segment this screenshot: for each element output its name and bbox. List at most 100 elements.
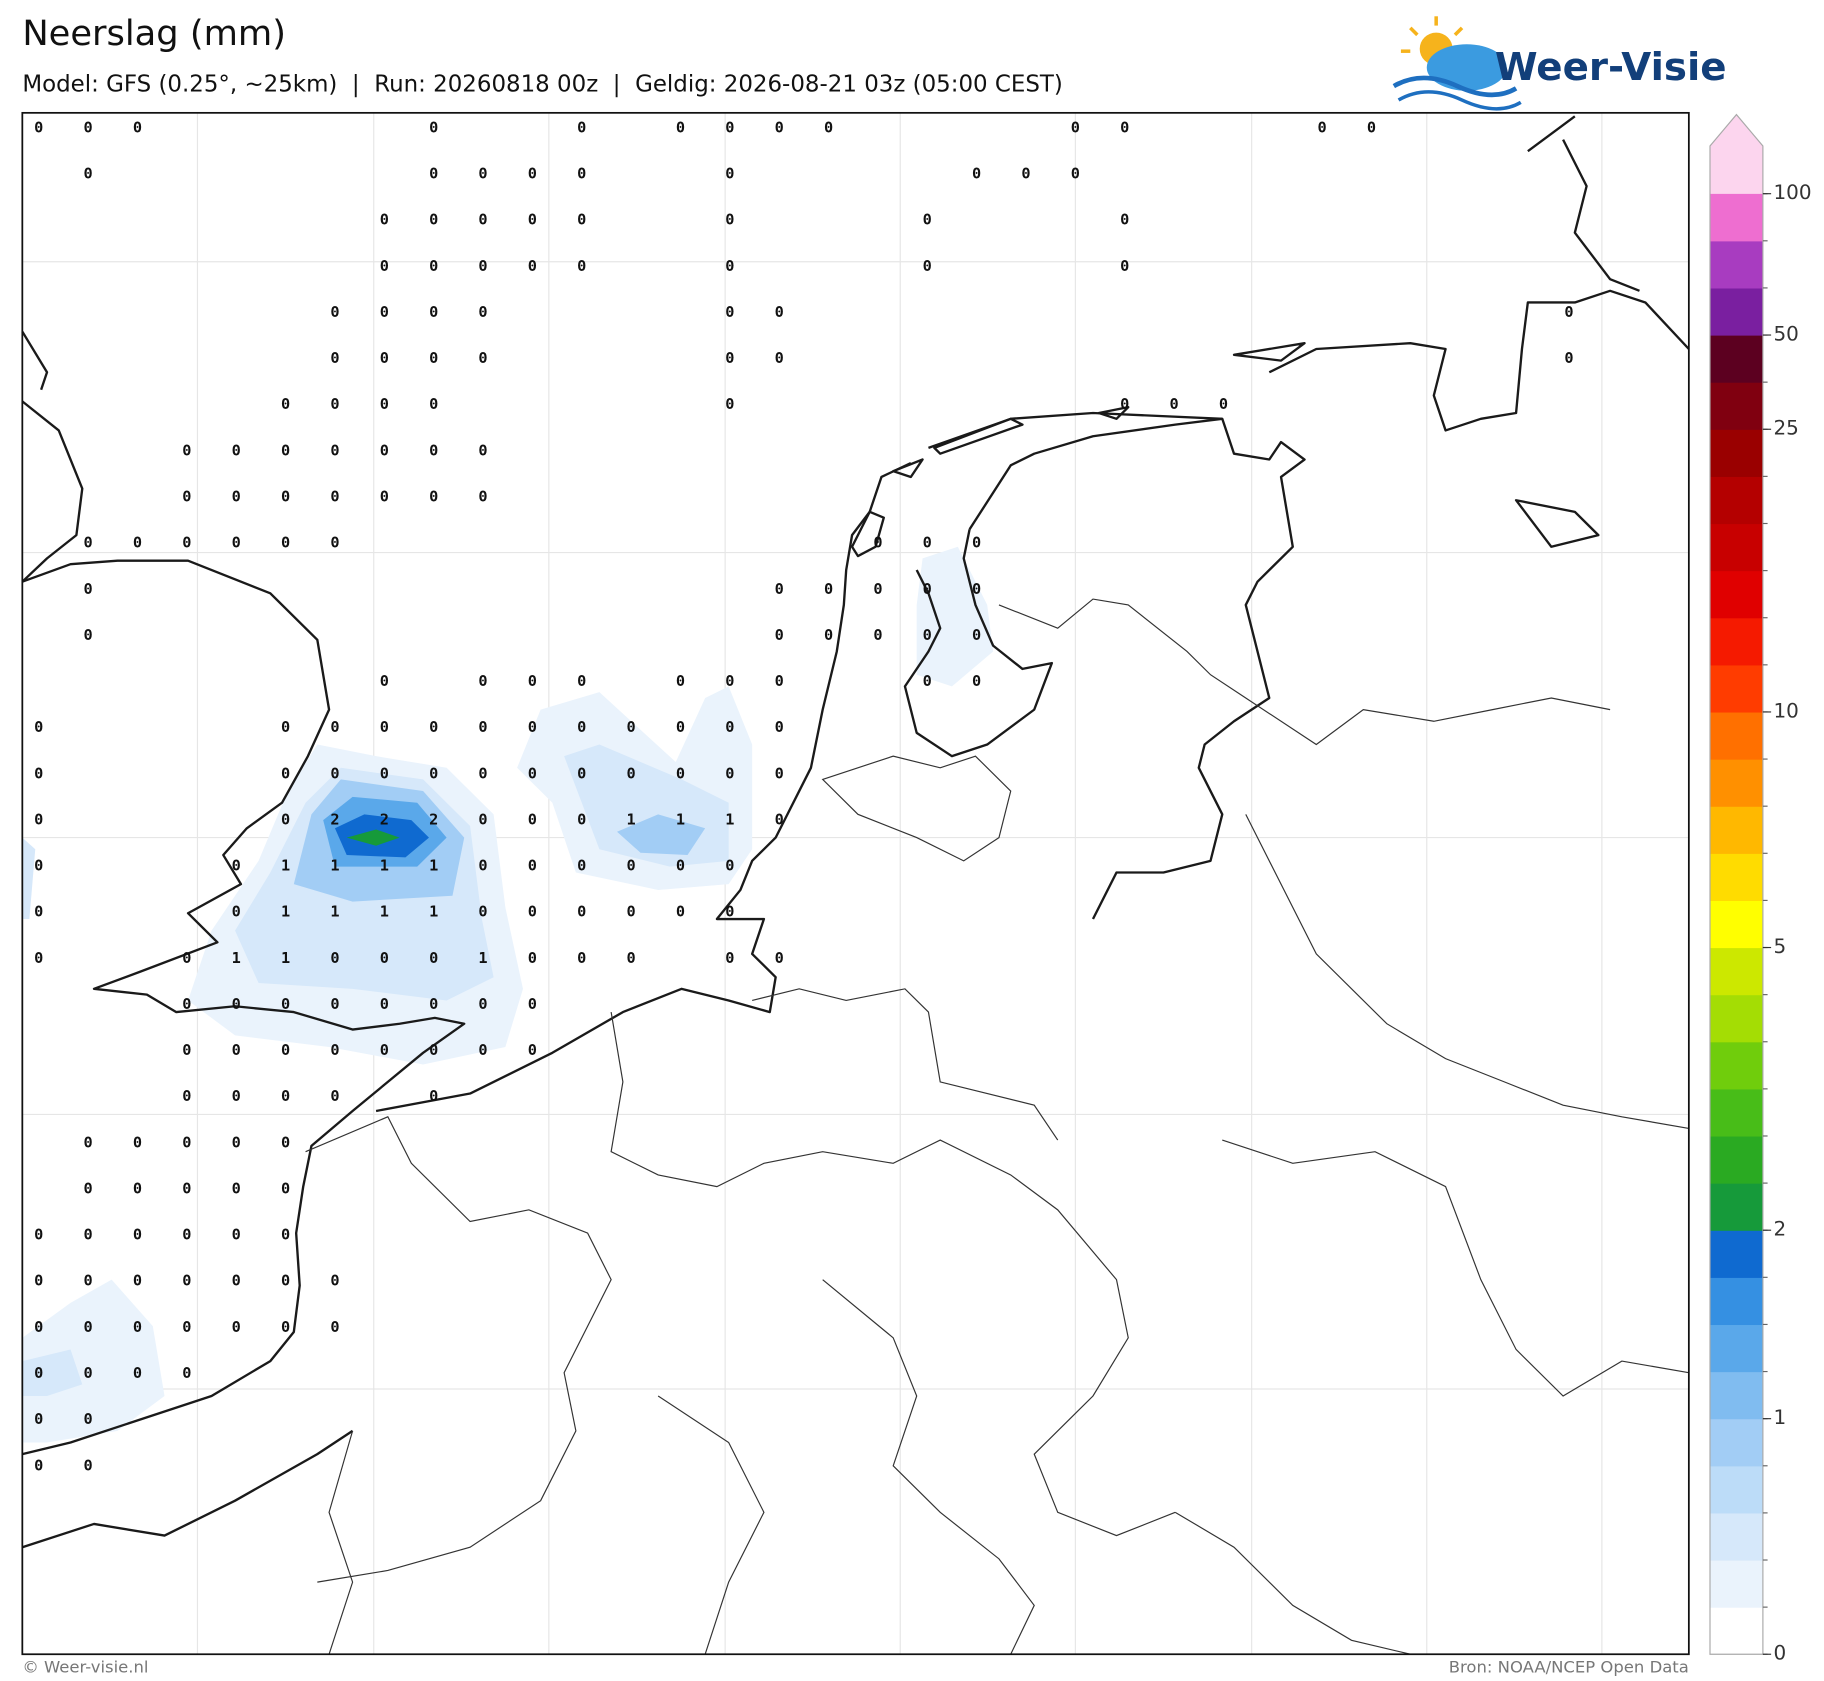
value-label: 1 [429, 903, 438, 921]
precip-field [22, 546, 994, 1443]
value-label: 0 [84, 119, 93, 137]
value-label: 0 [775, 626, 784, 644]
value-label: 0 [725, 119, 734, 137]
title: Neerslag (mm) [22, 13, 286, 54]
value-label: 0 [281, 395, 290, 413]
value-label: 0 [133, 534, 142, 552]
value-label: 0 [478, 165, 487, 183]
value-label: 0 [84, 1364, 93, 1382]
value-label: 0 [1021, 165, 1030, 183]
value-label: 0 [478, 857, 487, 875]
value-label: 0 [478, 303, 487, 321]
colorbar-segment [1710, 1607, 1763, 1655]
value-label: 0 [281, 1226, 290, 1244]
value-label: 0 [330, 1272, 339, 1290]
colorbar-segment [1710, 900, 1763, 949]
value-label: 0 [478, 995, 487, 1013]
value-label: 0 [676, 718, 685, 736]
colorbar-segment [1710, 617, 1763, 666]
value-label: 0 [923, 580, 932, 598]
value-label: 0 [281, 995, 290, 1013]
value-label: 0 [380, 257, 389, 275]
colorbar-segment [1710, 570, 1763, 619]
value-label: 0 [775, 672, 784, 690]
value-label: 0 [1219, 395, 1228, 413]
colorbar-segment [1710, 947, 1763, 996]
value-label: 0 [281, 534, 290, 552]
value-label: 0 [1367, 119, 1376, 137]
value-label: 0 [232, 441, 241, 459]
value-label: 0 [84, 1410, 93, 1428]
value-label: 0 [1120, 257, 1129, 275]
value-label: 0 [577, 764, 586, 782]
colorbar-segment [1710, 476, 1763, 525]
colorbar-segment [1710, 1277, 1763, 1326]
value-label: 0 [676, 903, 685, 921]
value-label: 0 [380, 949, 389, 967]
value-label: 0 [478, 903, 487, 921]
value-label: 0 [380, 718, 389, 736]
coastlines [21, 115, 1690, 1549]
colorbar-segment [1710, 711, 1763, 760]
value-label: 0 [478, 764, 487, 782]
value-label: 0 [133, 1226, 142, 1244]
colorbar-segment [1710, 1560, 1763, 1608]
value-label: 0 [281, 488, 290, 506]
value-label: 0 [281, 810, 290, 828]
value-label: 0 [133, 1133, 142, 1151]
value-label: 0 [84, 534, 93, 552]
colorbar-segment [1710, 806, 1763, 854]
value-label: 0 [1564, 349, 1573, 367]
colorbar-tick-label: 0 [1773, 1642, 1786, 1665]
value-label: 1 [380, 857, 389, 875]
colorbar-segment [1710, 994, 1763, 1043]
value-label: 0 [330, 534, 339, 552]
value-label: 0 [972, 165, 981, 183]
colorbar-segment [1710, 429, 1763, 477]
value-label: 0 [133, 119, 142, 137]
value-label: 0 [577, 718, 586, 736]
value-label: 1 [676, 810, 685, 828]
colorbar-segment [1710, 1088, 1763, 1137]
value-label: 0 [923, 534, 932, 552]
value-label: 0 [330, 1087, 339, 1105]
value-label: 0 [775, 764, 784, 782]
value-label: 0 [577, 810, 586, 828]
value-label: 0 [232, 488, 241, 506]
colorbar-segment [1710, 853, 1763, 901]
value-label: 0 [725, 718, 734, 736]
value-label: 0 [923, 211, 932, 229]
value-label: 0 [478, 672, 487, 690]
value-label: 0 [84, 1133, 93, 1151]
value-label: 0 [972, 534, 981, 552]
value-label: 0 [1120, 119, 1129, 137]
value-label: 0 [429, 995, 438, 1013]
value-label: 0 [725, 211, 734, 229]
colorbar-segment [1710, 240, 1763, 289]
value-label: 0 [577, 903, 586, 921]
value-label: 0 [627, 718, 636, 736]
value-label: 0 [84, 165, 93, 183]
value-label: 0 [232, 995, 241, 1013]
value-label: 0 [330, 995, 339, 1013]
value-label: 0 [34, 1318, 43, 1336]
value-label: 0 [281, 1180, 290, 1198]
value-label: 0 [330, 488, 339, 506]
value-label: 0 [429, 119, 438, 137]
value-label: 0 [182, 1364, 191, 1382]
value-label: 0 [873, 626, 882, 644]
value-label: 0 [429, 165, 438, 183]
value-label: 0 [429, 257, 438, 275]
value-label: 0 [429, 395, 438, 413]
value-label: 0 [627, 903, 636, 921]
value-label: 0 [232, 1087, 241, 1105]
value-label: 0 [281, 1272, 290, 1290]
colorbar-segment [1710, 1465, 1763, 1514]
value-label: 0 [34, 857, 43, 875]
value-label: 0 [281, 1041, 290, 1059]
value-label: 0 [84, 1180, 93, 1198]
value-label: 0 [972, 580, 981, 598]
colorbar-segment [1710, 287, 1763, 336]
value-label: 0 [429, 211, 438, 229]
value-label: 0 [627, 857, 636, 875]
